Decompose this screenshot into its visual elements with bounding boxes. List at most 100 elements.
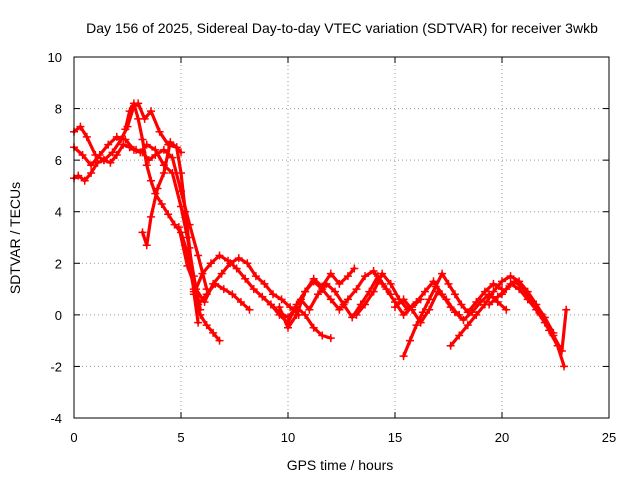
- data-point: [361, 300, 370, 309]
- data-point: [275, 303, 284, 312]
- series-8: [194, 279, 254, 314]
- data-point: [74, 171, 83, 180]
- data-point: [168, 169, 177, 178]
- data-point: [134, 114, 143, 123]
- x-tick-label: 15: [388, 430, 402, 445]
- data-point: [418, 308, 427, 317]
- y-tick-label: -4: [50, 411, 62, 426]
- data-point: [269, 290, 278, 299]
- data-point: [121, 135, 130, 144]
- data-point: [82, 132, 91, 141]
- data-point: [224, 256, 233, 265]
- data-point: [399, 310, 408, 319]
- data-point: [457, 300, 466, 309]
- data-point: [498, 290, 506, 299]
- data-point: [112, 150, 121, 159]
- data-point: [318, 331, 327, 340]
- data-point: [450, 308, 459, 317]
- data-point: [151, 145, 160, 154]
- data-point: [562, 305, 571, 314]
- data-point: [159, 145, 168, 154]
- data-point: [532, 305, 541, 314]
- data-point: [442, 295, 451, 304]
- data-point: [142, 241, 151, 250]
- data-point: [219, 285, 228, 294]
- series-5-trace: [140, 140, 200, 325]
- series-5: [138, 138, 203, 327]
- data-point: [108, 148, 117, 157]
- data-point: [194, 318, 203, 327]
- data-point: [76, 122, 85, 131]
- data-point: [348, 313, 357, 322]
- data-point: [215, 251, 224, 260]
- data-point: [129, 99, 138, 108]
- data-point: [425, 305, 434, 314]
- data-point: [104, 140, 113, 149]
- data-point: [155, 127, 164, 136]
- data-point: [459, 316, 468, 325]
- data-point: [369, 267, 378, 276]
- y-tick-label: -2: [50, 359, 62, 374]
- data-point: [87, 169, 96, 178]
- data-point: [378, 269, 387, 278]
- data-point: [185, 243, 194, 252]
- data-point: [147, 107, 156, 116]
- data-point: [476, 297, 485, 306]
- data-point: [234, 254, 243, 263]
- x-tick-label: 25: [602, 430, 616, 445]
- series-layer: [70, 99, 571, 371]
- data-point: [382, 285, 391, 294]
- data-point: [202, 290, 211, 299]
- data-point: [412, 321, 421, 330]
- data-point: [489, 287, 498, 296]
- data-point: [181, 207, 190, 216]
- data-point: [352, 285, 361, 294]
- data-point: [326, 295, 335, 304]
- data-point: [147, 212, 156, 221]
- data-point: [236, 297, 245, 306]
- y-tick-label: 4: [55, 205, 62, 220]
- data-point: [157, 199, 166, 208]
- data-point: [343, 272, 352, 281]
- data-point: [209, 328, 218, 337]
- data-point: [433, 287, 442, 296]
- series-14: [391, 287, 511, 327]
- data-point: [172, 143, 181, 152]
- data-point: [243, 259, 252, 268]
- y-tick-label: 6: [55, 153, 62, 168]
- data-point: [438, 269, 447, 278]
- data-point: [468, 308, 477, 317]
- data-point: [277, 295, 286, 304]
- data-point: [241, 274, 250, 283]
- data-point: [485, 300, 494, 309]
- data-point: [498, 277, 506, 286]
- data-point: [119, 140, 128, 149]
- data-point: [322, 279, 331, 288]
- series-17: [498, 279, 571, 355]
- data-point: [472, 310, 481, 319]
- data-point: [296, 295, 305, 304]
- data-point: [228, 290, 237, 299]
- series-2-trace: [72, 101, 183, 162]
- data-point: [339, 300, 348, 309]
- data-point: [391, 303, 399, 312]
- series-10-trace: [277, 269, 393, 330]
- data-point: [215, 336, 224, 345]
- data-point: [369, 287, 378, 296]
- data-point: [549, 331, 558, 340]
- data-point: [309, 277, 318, 286]
- data-point: [506, 272, 515, 281]
- data-point: [168, 153, 177, 162]
- data-point: [557, 346, 566, 355]
- data-point: [408, 305, 417, 314]
- data-point: [463, 321, 472, 330]
- y-tick-label: 8: [55, 102, 62, 117]
- data-point: [260, 279, 269, 288]
- y-tick-label: 10: [48, 50, 62, 65]
- data-point: [87, 161, 96, 170]
- data-point: [202, 321, 211, 330]
- data-point: [170, 220, 179, 229]
